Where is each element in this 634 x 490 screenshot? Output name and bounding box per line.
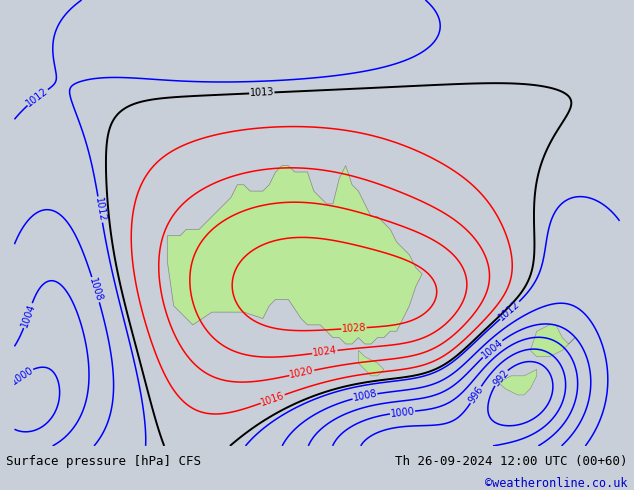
Text: 1008: 1008 xyxy=(87,276,104,303)
Text: 1024: 1024 xyxy=(312,345,338,358)
Text: 1008: 1008 xyxy=(352,389,378,403)
Text: 1004: 1004 xyxy=(479,337,505,360)
Polygon shape xyxy=(167,166,422,344)
Text: ©weatheronline.co.uk: ©weatheronline.co.uk xyxy=(485,477,628,490)
Text: 992: 992 xyxy=(491,368,510,388)
Text: 1016: 1016 xyxy=(259,390,286,408)
Text: 1012: 1012 xyxy=(25,86,50,109)
Text: 1028: 1028 xyxy=(342,322,366,334)
Text: 1012: 1012 xyxy=(497,298,522,322)
Text: Th 26-09-2024 12:00 UTC (00+60): Th 26-09-2024 12:00 UTC (00+60) xyxy=(395,455,628,468)
Polygon shape xyxy=(498,369,537,395)
Polygon shape xyxy=(531,325,575,357)
Text: 1000: 1000 xyxy=(9,365,35,387)
Text: 996: 996 xyxy=(467,384,485,405)
Text: 1020: 1020 xyxy=(288,366,315,380)
Text: 1012: 1012 xyxy=(93,196,107,222)
Text: 1004: 1004 xyxy=(19,302,37,329)
Text: 1013: 1013 xyxy=(249,87,275,98)
Text: 1000: 1000 xyxy=(390,406,415,418)
Polygon shape xyxy=(358,350,384,376)
Text: Surface pressure [hPa] CFS: Surface pressure [hPa] CFS xyxy=(6,455,202,468)
